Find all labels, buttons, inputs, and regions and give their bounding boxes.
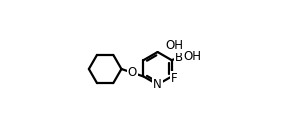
Text: O: O (128, 66, 137, 79)
Text: OH: OH (166, 39, 184, 52)
Text: N: N (153, 78, 162, 91)
Text: F: F (171, 72, 178, 85)
Text: OH: OH (184, 50, 202, 63)
Text: B: B (175, 51, 183, 64)
